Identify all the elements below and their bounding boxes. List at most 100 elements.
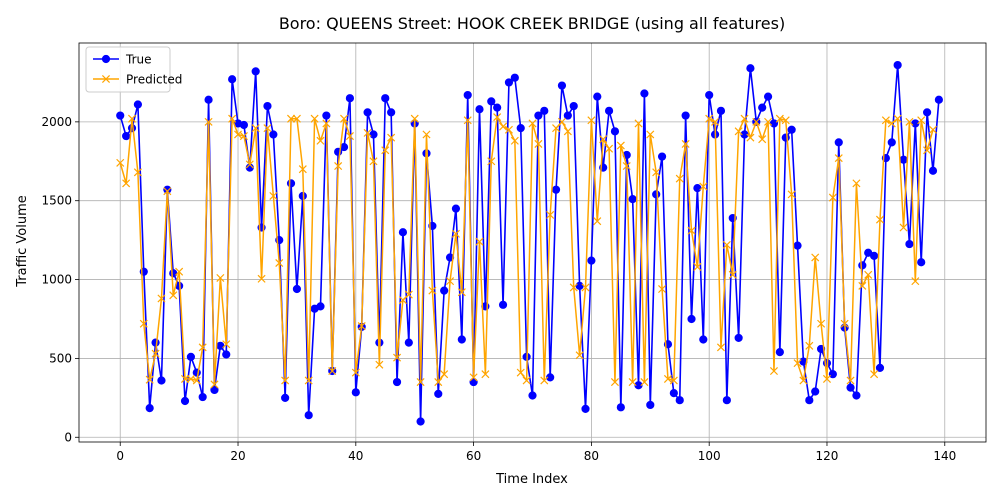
data-point-predicted	[728, 270, 737, 279]
data-point-true	[210, 385, 219, 395]
data-point-predicted	[610, 378, 619, 387]
data-point-true	[669, 389, 678, 398]
data-point-predicted	[440, 370, 449, 379]
data-point-predicted	[487, 157, 496, 166]
data-point-predicted	[446, 277, 455, 286]
data-point-true	[292, 284, 302, 294]
chart-title: Boro: QUEENS Street: HOOK CREEK BRIDGE (…	[279, 14, 785, 33]
data-point-predicted	[275, 258, 284, 268]
data-point-predicted	[893, 114, 902, 123]
data-point-predicted	[416, 378, 425, 387]
data-point-predicted	[404, 290, 413, 299]
data-point-predicted	[122, 179, 131, 188]
data-point-predicted	[387, 133, 396, 142]
data-point-predicted	[198, 343, 207, 352]
data-point-predicted	[923, 146, 932, 155]
data-point-predicted	[905, 117, 914, 126]
series-predicted	[116, 113, 938, 389]
legend-label: True	[125, 53, 152, 67]
data-point-true	[657, 152, 667, 161]
data-point-predicted	[263, 124, 272, 133]
data-point-true	[551, 185, 561, 194]
data-point-predicted	[787, 190, 796, 199]
data-point-predicted	[758, 135, 767, 144]
data-point-true	[216, 341, 225, 350]
data-point-predicted	[870, 370, 879, 379]
data-point-predicted	[239, 132, 248, 141]
data-point-predicted	[569, 283, 578, 292]
data-point-predicted	[175, 267, 184, 276]
data-point-true	[133, 100, 142, 109]
data-point-true	[858, 261, 867, 270]
data-point-true	[705, 90, 714, 100]
data-point-predicted	[599, 135, 608, 144]
data-point-true	[493, 103, 502, 112]
data-point-predicted	[928, 125, 938, 134]
data-point-true	[345, 94, 355, 103]
data-point-predicted	[434, 378, 443, 387]
data-point-predicted	[269, 191, 278, 201]
data-point-predicted	[781, 116, 790, 125]
data-point-predicted	[334, 161, 343, 171]
data-point-predicted	[499, 122, 508, 131]
x-tick-label: 140	[933, 449, 956, 463]
data-point-true	[652, 190, 661, 199]
data-point-predicted	[469, 373, 478, 382]
data-point-true	[434, 389, 443, 398]
data-point-true	[923, 108, 932, 117]
data-point-true	[304, 411, 313, 420]
data-point-true	[869, 251, 879, 261]
data-point-predicted	[204, 117, 213, 126]
data-point-true	[475, 105, 484, 114]
data-point-predicted	[145, 375, 154, 384]
legend-item-predicted: Predicted	[93, 73, 182, 87]
data-point-predicted	[557, 117, 566, 126]
data-point-predicted	[534, 139, 543, 148]
data-point-true	[387, 108, 396, 117]
data-point-predicted	[528, 119, 537, 128]
data-point-true	[893, 60, 902, 70]
data-point-true	[875, 363, 885, 372]
data-point-predicted	[393, 353, 402, 362]
data-point-predicted	[775, 114, 784, 123]
data-point-predicted	[192, 376, 201, 385]
data-point-predicted	[834, 154, 843, 163]
data-point-predicted	[864, 270, 873, 279]
data-point-true	[404, 338, 413, 347]
data-point-predicted	[652, 168, 661, 177]
data-point-true	[557, 81, 567, 90]
data-point-true	[180, 396, 190, 406]
data-point-predicted	[340, 114, 349, 123]
data-point-true	[852, 391, 861, 400]
data-point-true	[322, 111, 331, 120]
data-point-predicted	[457, 288, 466, 297]
data-point-true	[640, 89, 649, 98]
data-point-predicted	[316, 136, 325, 145]
data-point-predicted	[281, 376, 290, 385]
data-point-predicted	[451, 229, 460, 238]
data-point-predicted	[127, 114, 137, 123]
data-point-predicted	[563, 127, 572, 136]
data-point-predicted	[675, 174, 684, 183]
data-point-predicted	[746, 133, 755, 142]
data-point-true	[451, 204, 461, 213]
data-point-predicted	[699, 182, 708, 191]
data-point-true	[628, 195, 637, 204]
data-point-true	[693, 183, 702, 193]
data-point-predicted	[646, 130, 655, 139]
legend-label: Predicted	[126, 73, 182, 87]
data-point-true	[934, 95, 943, 104]
data-point-true	[198, 392, 207, 402]
data-point-true	[239, 120, 249, 130]
x-tick-label: 120	[816, 449, 839, 463]
data-point-predicted	[911, 277, 920, 286]
data-point-true	[469, 377, 478, 387]
data-point-predicted	[822, 374, 832, 383]
data-point-true	[787, 125, 796, 134]
data-point-predicted	[475, 237, 484, 246]
data-point-predicted	[858, 281, 867, 290]
data-point-true	[634, 381, 643, 390]
data-point-predicted	[628, 378, 637, 387]
data-point-predicted	[251, 124, 260, 133]
data-point-predicted	[422, 130, 431, 139]
